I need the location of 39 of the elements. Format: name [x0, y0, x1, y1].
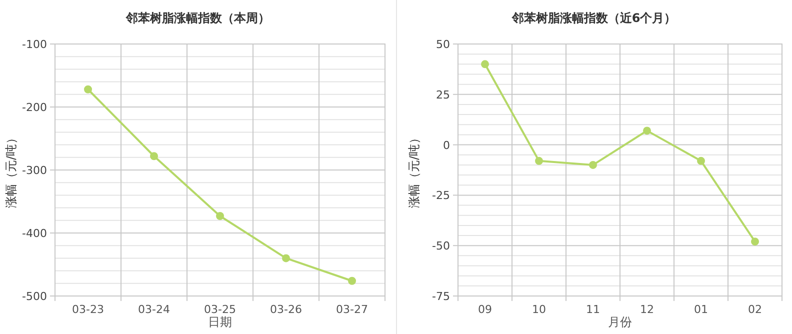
- y-tick-label: -100: [22, 38, 47, 51]
- x-tick-label: 11: [586, 303, 600, 316]
- point: [348, 276, 356, 285]
- x-tick-label: 03-24: [138, 303, 170, 316]
- y-tick-label: -200: [22, 101, 47, 114]
- x-axis-title: 月份: [608, 315, 632, 329]
- y-tick-label: -50: [432, 240, 450, 253]
- x-tick-label: 03-25: [204, 303, 236, 316]
- x-tick-label: 01: [694, 303, 708, 316]
- point: [150, 152, 158, 160]
- y-tick-label: 25: [436, 88, 450, 102]
- point: [751, 238, 759, 246]
- y-tick-label: 50: [436, 38, 450, 51]
- y-tick-label: -25: [432, 189, 450, 202]
- point: [282, 254, 290, 262]
- chart-title: 邻苯树脂涨幅指数（近6个月）: [510, 11, 676, 25]
- chart-title: 邻苯树脂涨幅指数（本周）: [125, 11, 270, 25]
- point: [643, 126, 651, 135]
- point: [589, 160, 597, 169]
- point: [481, 60, 489, 68]
- x-tick-label: 12: [640, 303, 654, 316]
- y-tick-label: 0: [443, 138, 450, 152]
- x-tick-label: 09: [478, 303, 492, 316]
- point: [216, 212, 224, 220]
- x-tick-label: 02: [748, 303, 762, 316]
- x-tick-label: 03-27: [336, 303, 368, 316]
- x-tick-label: 03-23: [72, 303, 104, 316]
- y-tick-label: -300: [22, 164, 47, 177]
- y-axis-title: 涨幅（元/吨）: [407, 132, 421, 208]
- point: [84, 85, 92, 94]
- x-tick-label: 03-26: [270, 303, 302, 316]
- y-tick-label: -400: [22, 227, 47, 240]
- y-tick-label: -75: [432, 290, 450, 303]
- y-axis-title: 涨幅（元/吨）: [4, 132, 18, 208]
- x-axis-title: 日期: [208, 315, 232, 329]
- x-tick-label: 10: [532, 303, 546, 316]
- point: [535, 156, 543, 165]
- y-tick-label: -500: [22, 290, 47, 303]
- point: [697, 156, 705, 165]
